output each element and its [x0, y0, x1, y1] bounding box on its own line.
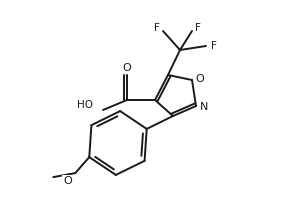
Text: F: F — [154, 23, 160, 33]
Text: O: O — [63, 176, 72, 186]
Text: O: O — [123, 63, 131, 73]
Text: F: F — [195, 23, 201, 33]
Text: N: N — [200, 102, 208, 112]
Text: HO: HO — [77, 100, 93, 110]
Text: O: O — [196, 74, 204, 84]
Text: F: F — [211, 41, 217, 51]
